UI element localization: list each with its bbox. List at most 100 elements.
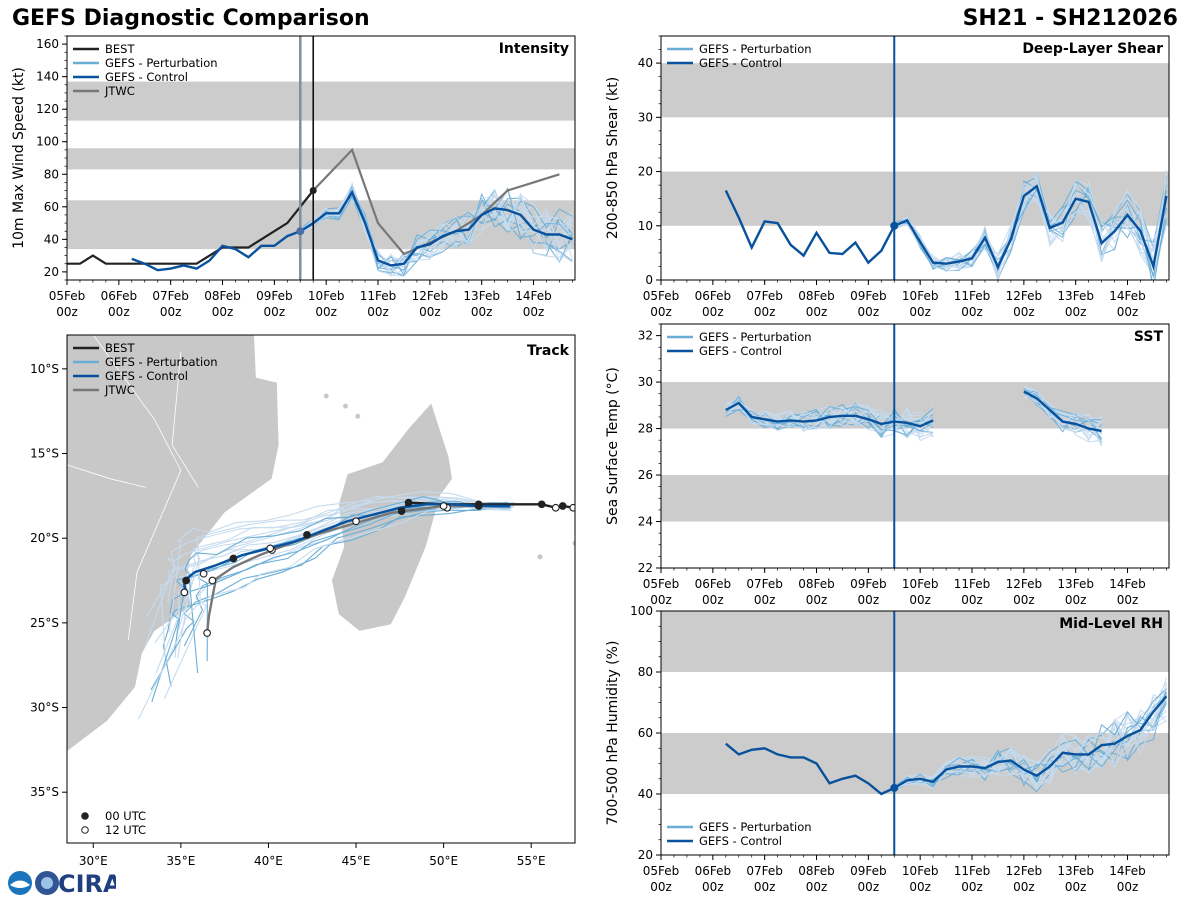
x-tick-label: 13Feb [463, 289, 500, 303]
x-tick-label: 14Feb [1109, 289, 1146, 303]
jtwc-12z-marker [352, 517, 360, 526]
x-tick-label: 06Feb [695, 289, 732, 303]
x-tick-label: 10Feb [902, 577, 939, 591]
perturbation-member [894, 182, 1167, 278]
y-tick-label: 26 [638, 468, 653, 482]
band-0 [661, 475, 1169, 522]
perturbation-track [184, 496, 508, 674]
control-00z-marker [303, 530, 311, 539]
legend-label: GEFS - Perturbation [699, 42, 812, 56]
storm-id: SH21 - SH212026 [962, 6, 1178, 31]
panel-title: Track [527, 343, 570, 359]
x-tick-label: 14Feb [1109, 577, 1146, 591]
best-00z-marker [558, 502, 567, 510]
y-tick-label: 24 [638, 515, 653, 529]
y-tick-label: 15°S [30, 447, 59, 461]
panel-sst: 22 24 26 28 30 32 05Feb 00z 06Feb 00z 07Feb 00z 08Fe… [605, 323, 1170, 607]
x-tick-label: 10Feb [902, 864, 939, 878]
legend-label: BEST [105, 341, 135, 355]
best-latest-marker [309, 187, 317, 195]
perturbation-member [894, 693, 1167, 790]
jtwc-12z-marker [203, 629, 211, 637]
x-tick-label: 08Feb [798, 864, 835, 878]
x-tick-label: 00z [650, 305, 672, 319]
control-00z-marker [229, 554, 238, 563]
jtwc-line [299, 147, 560, 256]
control-line [131, 189, 573, 272]
jtwc-12z-marker [439, 502, 448, 510]
y-tick-label: 40 [638, 787, 653, 801]
band-1 [661, 611, 1169, 672]
y-tick-label: 80 [638, 665, 653, 679]
panel-shear: 0 10 20 30 40 05Feb 00z 06Feb 00z 07Feb 00z 08Feb 00… [605, 35, 1170, 319]
x-tick-label: 00z [702, 880, 724, 894]
x-tick-label: 00z [806, 880, 828, 894]
x-tick-label: 00z [702, 305, 724, 319]
x-tick-label: 10Feb [902, 289, 939, 303]
x-tick-label: 00z [367, 305, 389, 319]
x-tick-label: 00z [1013, 593, 1035, 607]
perturbation-member [725, 403, 934, 432]
control-line [1023, 390, 1102, 433]
panel-track: 30°E 35°E 40°E 45°E 50°E 55°E 10°S 15°S 20°S 25°S… [30, 334, 576, 868]
legend-label: GEFS - Control [105, 70, 188, 84]
x-tick-label: 10Feb [308, 289, 345, 303]
perturbation-track [137, 506, 511, 720]
y-tick-label: 20°S [30, 531, 59, 545]
y-tick-label: 10 [638, 219, 653, 233]
x-tick-label: 09Feb [256, 289, 293, 303]
x-tick-label: 00z [212, 305, 234, 319]
x-tick-label: 12Feb [1006, 577, 1043, 591]
marker-legend-label: 00 UTC [105, 809, 146, 823]
y-tick-label: 40 [44, 232, 59, 246]
x-tick-label: 13Feb [1057, 864, 1094, 878]
x-tick-label: 00z [754, 305, 776, 319]
best-00z-marker [404, 498, 413, 507]
x-tick-label: 05Feb [643, 864, 680, 878]
x-tick-label: 00z [1013, 880, 1035, 894]
init-marker [890, 221, 899, 230]
x-tick-label: 45°E [342, 854, 371, 868]
legend-label: GEFS - Perturbation [699, 330, 812, 344]
x-tick-label: 00z [961, 305, 983, 319]
x-tick-label: 55°E [517, 854, 546, 868]
x-tick-label: 00z [650, 880, 672, 894]
x-tick-label: 00z [471, 305, 493, 319]
y-tick-label: 40 [638, 56, 653, 70]
x-tick-label: 00z [702, 593, 724, 607]
jtwc-12z-marker [266, 544, 275, 553]
x-tick-label: 00z [909, 305, 931, 319]
country-border [171, 351, 199, 488]
y-tick-label: 28 [638, 422, 653, 436]
x-tick-label: 13Feb [1057, 577, 1094, 591]
control-00z-marker [474, 502, 483, 510]
x-tick-label: 05Feb [49, 289, 86, 303]
perturbation-member [894, 681, 1167, 789]
y-tick-label: 22 [638, 561, 653, 575]
logo-text: CIRA [58, 870, 116, 898]
panel-title: Mid-Level RH [1059, 616, 1163, 632]
noaa-cira-logo: CIRA [8, 870, 116, 898]
y-tick-label: 35°S [30, 785, 59, 799]
x-tick-label: 00z [650, 593, 672, 607]
perturbation-member [894, 169, 1167, 280]
x-tick-label: 06Feb [101, 289, 138, 303]
x-tick-label: 00z [56, 305, 78, 319]
perturbation-track [168, 491, 513, 633]
x-tick-label: 40°E [254, 854, 283, 868]
x-tick-label: 07Feb [152, 289, 189, 303]
y-tick-label: 10°S [30, 362, 59, 376]
best-line [67, 189, 315, 265]
x-tick-label: 00z [1117, 305, 1139, 319]
x-tick-label: 00z [523, 305, 545, 319]
y-tick-label: 30 [638, 375, 653, 389]
y-tick-label: 60 [638, 726, 653, 740]
y-tick-label: 0 [645, 273, 653, 287]
control-line [724, 184, 1168, 271]
legend-label: JTWC [104, 84, 135, 98]
best-12z-marker [569, 503, 575, 512]
x-tick-label: 07Feb [746, 864, 783, 878]
x-tick-label: 08Feb [204, 289, 241, 303]
legend-label: JTWC [104, 383, 135, 397]
